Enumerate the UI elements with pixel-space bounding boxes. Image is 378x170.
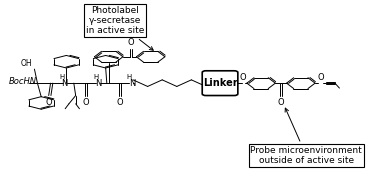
Text: O: O bbox=[116, 98, 123, 107]
Text: OH: OH bbox=[21, 59, 33, 68]
Text: BocHN: BocHN bbox=[9, 77, 37, 86]
FancyBboxPatch shape bbox=[202, 71, 238, 96]
Text: N: N bbox=[129, 79, 135, 88]
Text: N: N bbox=[62, 79, 68, 88]
Text: Linker: Linker bbox=[203, 78, 237, 88]
Text: N: N bbox=[95, 79, 102, 88]
Text: O: O bbox=[127, 38, 134, 47]
Text: O: O bbox=[318, 73, 324, 82]
Text: Probe microenvironment
outside of active site: Probe microenvironment outside of active… bbox=[250, 108, 362, 165]
Text: O: O bbox=[278, 98, 284, 107]
Text: Photolabel
γ-secretase
in active site: Photolabel γ-secretase in active site bbox=[86, 6, 153, 50]
Text: O: O bbox=[83, 98, 90, 107]
Text: H: H bbox=[126, 74, 132, 80]
Text: O: O bbox=[239, 73, 246, 82]
Text: H: H bbox=[59, 74, 64, 80]
Text: O: O bbox=[46, 98, 53, 106]
Text: H: H bbox=[93, 74, 98, 80]
